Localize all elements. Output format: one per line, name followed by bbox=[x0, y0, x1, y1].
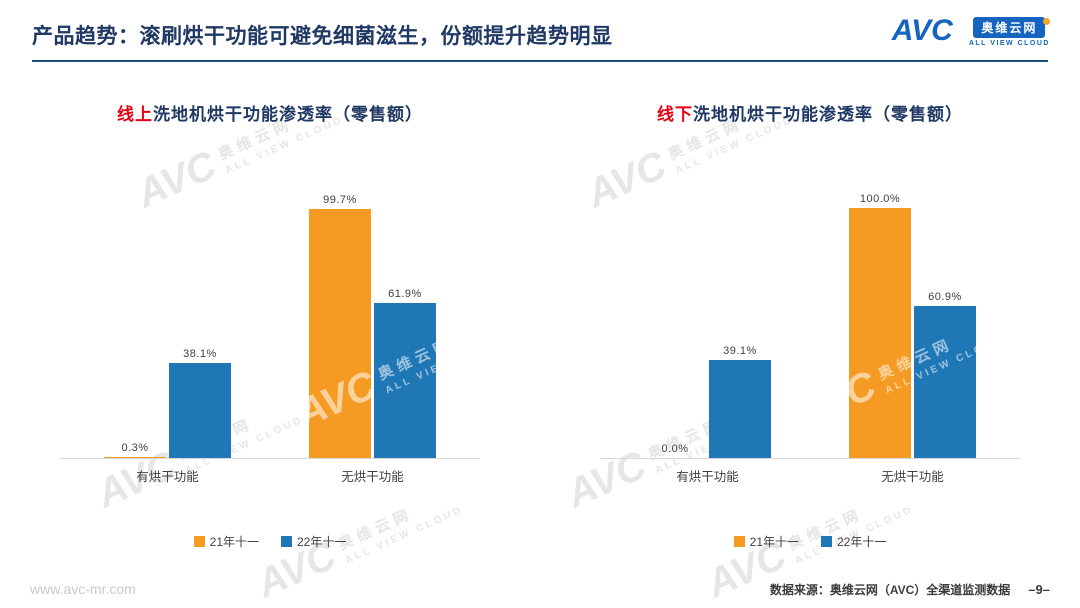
logo-tagline: ALL VIEW CLOUD bbox=[968, 40, 1050, 47]
bar-value-label: 39.1% bbox=[723, 345, 757, 357]
bar-column: 39.1% bbox=[709, 345, 771, 458]
bar-column: 100.0% bbox=[849, 193, 911, 458]
header: 产品趋势：滚刷烘干功能可避免细菌滋生，份额提升趋势明显 bbox=[0, 0, 1080, 62]
logo-name-badge: 奥维云网 bbox=[973, 17, 1046, 38]
chart-title-highlight: 线上 bbox=[117, 105, 153, 124]
chart-online: 线上洗地机烘干功能渗透率（零售额） 0.3% 38.1% 99.7% 61.9% 有烘… bbox=[0, 100, 540, 550]
bar-column: 61.9% bbox=[374, 288, 436, 458]
bar-group: 0.0% 39.1% bbox=[644, 345, 771, 458]
category-label: 有烘干功能 bbox=[676, 470, 739, 484]
legend-swatch bbox=[281, 536, 292, 547]
legend: 21年十一 22年十一 bbox=[0, 533, 540, 550]
legend: 21年十一 22年十一 bbox=[540, 533, 1080, 550]
plot-area: 0.0% 39.1% 100.0% 60.9% bbox=[600, 177, 1020, 459]
bar-column: 60.9% bbox=[914, 291, 976, 458]
category-label: 有烘干功能 bbox=[136, 470, 199, 484]
bar-column: 99.7% bbox=[309, 194, 371, 458]
bar-group: 100.0% 60.9% bbox=[849, 193, 976, 458]
bar bbox=[104, 457, 166, 458]
bar-value-label: 61.9% bbox=[388, 288, 422, 300]
page-title: 产品趋势：滚刷烘干功能可避免细菌滋生，份额提升趋势明显 bbox=[32, 25, 613, 48]
legend-item: 22年十一 bbox=[281, 533, 346, 550]
bar-value-label: 0.3% bbox=[121, 442, 149, 454]
plot-area: 0.3% 38.1% 99.7% 61.9% bbox=[60, 177, 480, 459]
bar-value-label: 0.0% bbox=[661, 443, 689, 455]
legend-label: 22年十一 bbox=[297, 535, 347, 549]
legend-label: 21年十一 bbox=[749, 535, 799, 549]
legend-swatch bbox=[821, 536, 832, 547]
bar-group: 0.3% 38.1% bbox=[104, 348, 231, 458]
bar bbox=[374, 303, 436, 458]
chart-title-rest: 洗地机烘干功能渗透率（零售额） bbox=[693, 105, 963, 124]
bar-value-label: 100.0% bbox=[859, 193, 901, 205]
bar-value-label: 99.7% bbox=[323, 194, 357, 206]
category-label: 无烘干功能 bbox=[881, 470, 944, 484]
category-axis: 有烘干功能 无烘干功能 bbox=[600, 466, 1020, 485]
data-source-note: 数据来源：奥维云网（AVC）全渠道监测数据 bbox=[769, 583, 1011, 597]
legend-swatch bbox=[193, 536, 205, 547]
legend-item: 21年十一 bbox=[733, 533, 799, 550]
bar bbox=[914, 306, 976, 458]
chart-title-highlight: 线下 bbox=[657, 105, 693, 124]
legend-label: 21年十一 bbox=[209, 535, 259, 549]
category-label: 无烘干功能 bbox=[341, 470, 404, 484]
page-number: –9– bbox=[1028, 582, 1050, 597]
legend-swatch bbox=[733, 536, 745, 547]
bar bbox=[709, 360, 771, 458]
bar bbox=[169, 363, 231, 458]
legend-item: 22年十一 bbox=[821, 533, 886, 550]
avc-logo: AVC 奥维云网 ALL VIEW CLOUD bbox=[892, 16, 1050, 47]
footer: www.avc-mr.com 数据来源：奥维云网（AVC）全渠道监测数据 –9– bbox=[0, 581, 1080, 598]
bar-group: 99.7% 61.9% bbox=[309, 194, 436, 458]
bar-value-label: 60.9% bbox=[928, 291, 962, 303]
bar-column: 0.0% bbox=[644, 443, 706, 458]
title-divider bbox=[32, 60, 1048, 62]
bar-column: 38.1% bbox=[169, 348, 231, 458]
logo-brand-text: AVC bbox=[891, 14, 953, 47]
chart-title: 线上洗地机烘干功能渗透率（零售额） bbox=[0, 100, 540, 125]
legend-item: 21年十一 bbox=[193, 533, 259, 550]
bar-column: 0.3% bbox=[104, 442, 166, 458]
legend-label: 22年十一 bbox=[837, 535, 887, 549]
chart-title-rest: 洗地机烘干功能渗透率（零售额） bbox=[153, 105, 423, 124]
category-axis: 有烘干功能 无烘干功能 bbox=[60, 466, 480, 485]
bar bbox=[849, 208, 911, 458]
website-url: www.avc-mr.com bbox=[30, 581, 136, 597]
chart-title: 线下洗地机烘干功能渗透率（零售额） bbox=[540, 100, 1080, 125]
bar-value-label: 38.1% bbox=[183, 348, 217, 360]
logo-dot-icon bbox=[1043, 18, 1050, 25]
chart-offline: 线下洗地机烘干功能渗透率（零售额） 0.0% 39.1% 100.0% 60.9% 有… bbox=[540, 100, 1080, 550]
bar bbox=[309, 209, 371, 458]
